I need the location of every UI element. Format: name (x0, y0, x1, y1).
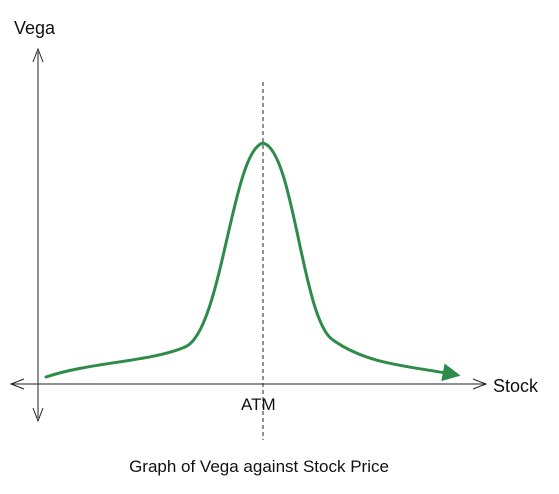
x-axis-left-arrow (9, 378, 25, 390)
y-axis-down-arrow (32, 407, 44, 423)
x-axis-right-arrow (472, 378, 488, 390)
y-axis (32, 47, 44, 423)
x-axis-label: Stock (493, 376, 539, 396)
y-axis-label: Vega (14, 18, 56, 38)
y-axis-up-arrow (32, 47, 44, 63)
vega-curve (44, 141, 461, 382)
atm-label: ATM (241, 395, 276, 414)
x-axis (9, 378, 488, 390)
diagram-caption: Graph of Vega against Stock Price (129, 457, 389, 476)
